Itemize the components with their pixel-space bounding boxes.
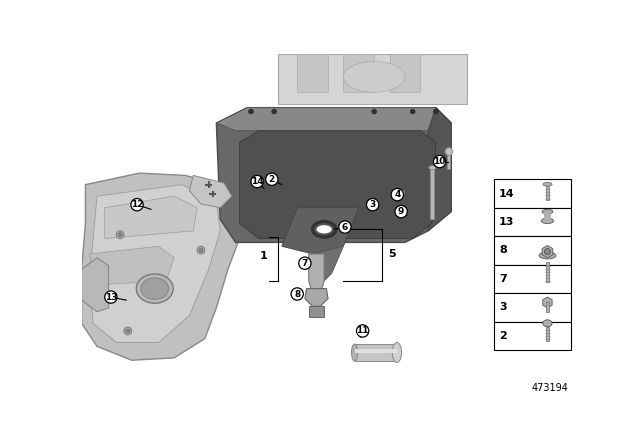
Text: 10: 10	[433, 157, 446, 166]
Ellipse shape	[351, 344, 358, 361]
Circle shape	[249, 109, 253, 114]
Circle shape	[391, 189, 403, 201]
Ellipse shape	[136, 274, 173, 303]
Bar	[493, 293, 570, 322]
Text: 13: 13	[104, 293, 117, 302]
Text: 7: 7	[301, 258, 308, 268]
Ellipse shape	[542, 209, 553, 214]
Bar	[543, 211, 551, 221]
Circle shape	[445, 148, 452, 155]
Circle shape	[433, 109, 438, 114]
Ellipse shape	[429, 166, 436, 170]
Ellipse shape	[399, 191, 403, 194]
Circle shape	[339, 221, 351, 233]
Circle shape	[199, 248, 203, 252]
Bar	[493, 322, 570, 350]
Circle shape	[116, 231, 124, 238]
Bar	[308, 306, 324, 317]
Text: 6: 6	[342, 223, 348, 232]
Polygon shape	[189, 176, 232, 208]
Bar	[297, 54, 328, 92]
Polygon shape	[90, 185, 220, 343]
Bar	[355, 349, 397, 353]
Ellipse shape	[397, 190, 404, 195]
Circle shape	[272, 109, 276, 114]
Text: 14: 14	[251, 177, 264, 186]
Polygon shape	[305, 289, 328, 306]
Bar	[344, 54, 374, 92]
Text: 5: 5	[388, 249, 396, 259]
Text: 8: 8	[499, 246, 507, 255]
Polygon shape	[239, 131, 436, 238]
Circle shape	[291, 288, 303, 300]
Bar	[355, 344, 397, 361]
Circle shape	[410, 109, 415, 114]
Ellipse shape	[543, 182, 552, 186]
Text: 14: 14	[499, 189, 515, 198]
Circle shape	[126, 329, 130, 333]
Bar	[390, 54, 420, 92]
Text: 2: 2	[269, 175, 275, 184]
Circle shape	[105, 291, 117, 303]
Circle shape	[131, 198, 143, 211]
Polygon shape	[81, 258, 109, 312]
Circle shape	[545, 249, 550, 255]
Bar	[493, 179, 570, 208]
Polygon shape	[428, 108, 451, 231]
Polygon shape	[90, 246, 174, 285]
Bar	[546, 302, 549, 312]
Ellipse shape	[344, 61, 405, 92]
Bar	[278, 54, 467, 104]
Polygon shape	[308, 254, 324, 293]
Text: 13: 13	[499, 217, 515, 227]
Circle shape	[124, 327, 132, 335]
Circle shape	[251, 176, 263, 188]
Text: 3: 3	[499, 302, 507, 312]
Text: 9: 9	[398, 207, 404, 216]
Circle shape	[299, 257, 311, 269]
Ellipse shape	[541, 218, 554, 224]
Bar	[447, 150, 451, 169]
Polygon shape	[282, 208, 359, 254]
Text: 473194: 473194	[531, 383, 568, 392]
Ellipse shape	[543, 320, 552, 327]
Text: 7: 7	[499, 274, 507, 284]
Ellipse shape	[392, 343, 401, 362]
Circle shape	[266, 173, 278, 185]
Polygon shape	[543, 297, 552, 308]
Bar	[546, 327, 549, 341]
Ellipse shape	[316, 224, 333, 234]
Circle shape	[395, 206, 407, 218]
Bar	[546, 186, 549, 200]
Polygon shape	[105, 196, 197, 238]
Text: 4: 4	[394, 190, 401, 199]
Polygon shape	[216, 108, 451, 131]
Ellipse shape	[539, 252, 556, 259]
Text: 12: 12	[131, 200, 143, 209]
Text: 8: 8	[294, 289, 300, 298]
Text: 3: 3	[369, 200, 376, 209]
Text: 1: 1	[259, 250, 267, 260]
Bar	[493, 236, 570, 265]
Polygon shape	[81, 173, 243, 360]
Text: 2: 2	[499, 331, 507, 341]
Circle shape	[367, 198, 379, 211]
Bar	[493, 265, 570, 293]
Circle shape	[197, 246, 205, 254]
Text: 11: 11	[356, 327, 369, 336]
Bar	[431, 169, 435, 220]
Circle shape	[356, 325, 369, 337]
Circle shape	[372, 109, 376, 114]
Ellipse shape	[141, 278, 168, 299]
Polygon shape	[542, 246, 553, 258]
Polygon shape	[216, 108, 451, 242]
Bar	[493, 208, 570, 236]
Circle shape	[433, 155, 446, 168]
Circle shape	[118, 233, 122, 237]
Polygon shape	[312, 246, 344, 281]
Bar	[546, 263, 549, 282]
